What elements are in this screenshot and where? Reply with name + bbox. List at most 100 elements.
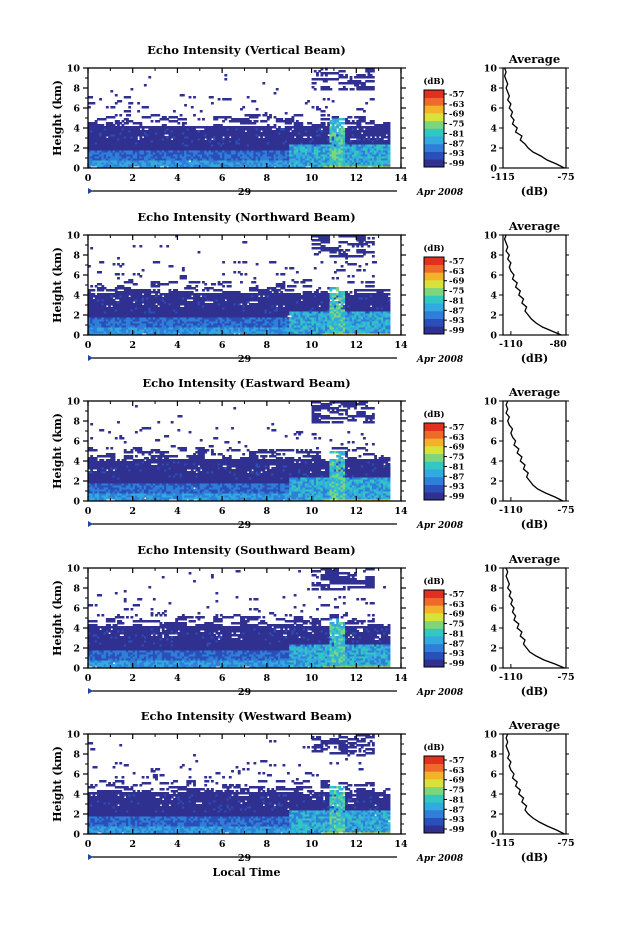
heatmap-cell — [215, 142, 219, 145]
heatmap-cell — [184, 146, 187, 149]
heatmap-cell — [248, 144, 252, 147]
heatmap-cell — [193, 150, 196, 153]
heatmap-cell — [159, 138, 163, 141]
heatmap-cell — [208, 96, 212, 99]
heatmap-cell — [96, 128, 100, 131]
heatmap-cell — [164, 158, 167, 161]
heatmap-cell — [94, 132, 98, 135]
heatmap-cell — [202, 144, 205, 147]
heatmap-cell — [222, 120, 225, 123]
heatmap-cell — [148, 76, 152, 79]
heatmap-cell — [322, 114, 326, 117]
heatmap-cell — [237, 144, 241, 147]
heatmap-cell — [139, 154, 143, 157]
heatmap-cell — [184, 134, 187, 137]
heatmap-cell — [190, 132, 194, 135]
heatmap-cell — [128, 158, 132, 161]
heatmap-cell — [175, 162, 179, 165]
colorbar-segment — [424, 90, 444, 98]
heatmap-cell — [210, 152, 214, 155]
heatmap-cell — [152, 130, 156, 133]
heatmap-cell — [228, 150, 232, 153]
heatmap-cell — [94, 138, 98, 141]
heatmap-cell — [244, 166, 248, 169]
heatmap-cell — [219, 136, 223, 139]
heatmap-cell — [119, 132, 123, 135]
heatmap-cell — [170, 126, 174, 129]
heatmap-cell — [141, 126, 145, 129]
heatmap-cell — [248, 114, 252, 117]
heatmap-cell — [117, 273, 120, 276]
heatmap-cell — [226, 164, 230, 167]
heatmap-cell — [184, 156, 187, 159]
heatmap-cell — [251, 138, 255, 141]
heatmap-cell — [233, 128, 237, 131]
heatmap-cell — [157, 164, 161, 167]
heatmap-cell — [134, 136, 138, 139]
heatmap-cell — [88, 154, 91, 157]
heatmap-cell — [177, 136, 181, 139]
heatmap-cell — [177, 134, 181, 137]
heatmap-cell — [161, 130, 165, 133]
heatmap-cell — [253, 136, 257, 139]
heatmap-cell — [117, 277, 120, 280]
heatmap-cell — [253, 148, 257, 151]
heatmap-cell — [195, 138, 199, 141]
heatmap-cell — [166, 146, 170, 149]
heatmap-cell — [206, 132, 210, 135]
heatmap-cell — [121, 142, 125, 145]
heatmap-cell — [228, 144, 232, 147]
heatmap-cell — [222, 144, 225, 147]
heatmap-cell — [159, 140, 163, 143]
heatmap-cell — [237, 146, 241, 149]
heatmap-cell — [121, 263, 125, 266]
heatmap-cell — [88, 106, 91, 109]
heatmap-cell — [199, 152, 203, 155]
heatmap-cell — [231, 166, 234, 169]
heatmap-cell — [219, 164, 223, 167]
heatmap-cell — [233, 160, 237, 163]
heatmap-cell — [166, 160, 170, 163]
heatmap-cell — [123, 154, 127, 157]
heatmap-cell — [152, 132, 156, 135]
heatmap-cell — [94, 162, 98, 165]
heatmap-cell — [126, 158, 129, 161]
heatmap-cell — [253, 152, 257, 155]
heatmap-cell — [119, 152, 123, 155]
heatmap-cell — [188, 150, 192, 153]
heatmap-cell — [177, 132, 181, 135]
heatmap-cell — [105, 164, 109, 167]
heatmap-cell — [134, 148, 138, 151]
colorbar-label: -63 — [449, 100, 464, 110]
heatmap-cell — [164, 146, 167, 149]
heatmap-cell — [92, 160, 96, 163]
heatmap-cell — [188, 158, 192, 161]
heatmap-cell — [202, 130, 205, 133]
heatmap-cell — [251, 162, 255, 165]
heatmap-cell — [235, 156, 239, 159]
heatmap-cell — [155, 130, 158, 133]
heatmap-cell — [242, 164, 246, 167]
heatmap-cell — [117, 158, 120, 161]
heatmap-cell — [141, 269, 145, 272]
heatmap-cell — [139, 160, 143, 163]
heatmap-cell — [164, 154, 167, 157]
heatmap-cell — [134, 156, 138, 159]
heatmap-cell — [177, 146, 181, 149]
heatmap-cell — [155, 138, 158, 141]
heatmap-cell — [172, 134, 176, 137]
heatmap-cell — [228, 126, 232, 129]
heatmap-cell — [179, 132, 183, 135]
heatmap-cell — [184, 166, 187, 169]
heatmap-cell — [155, 158, 158, 161]
heatmap-cell — [193, 160, 196, 163]
heatmap-cell — [134, 134, 138, 137]
heatmap-cell — [242, 126, 246, 129]
heatmap-cell — [222, 152, 225, 155]
heatmap-cell — [177, 140, 181, 143]
heatmap-cell — [108, 158, 111, 161]
heatmap-cell — [114, 94, 118, 97]
heatmap-cell — [112, 150, 116, 153]
heatmap-cell — [213, 146, 217, 149]
heatmap-cell — [159, 158, 163, 161]
